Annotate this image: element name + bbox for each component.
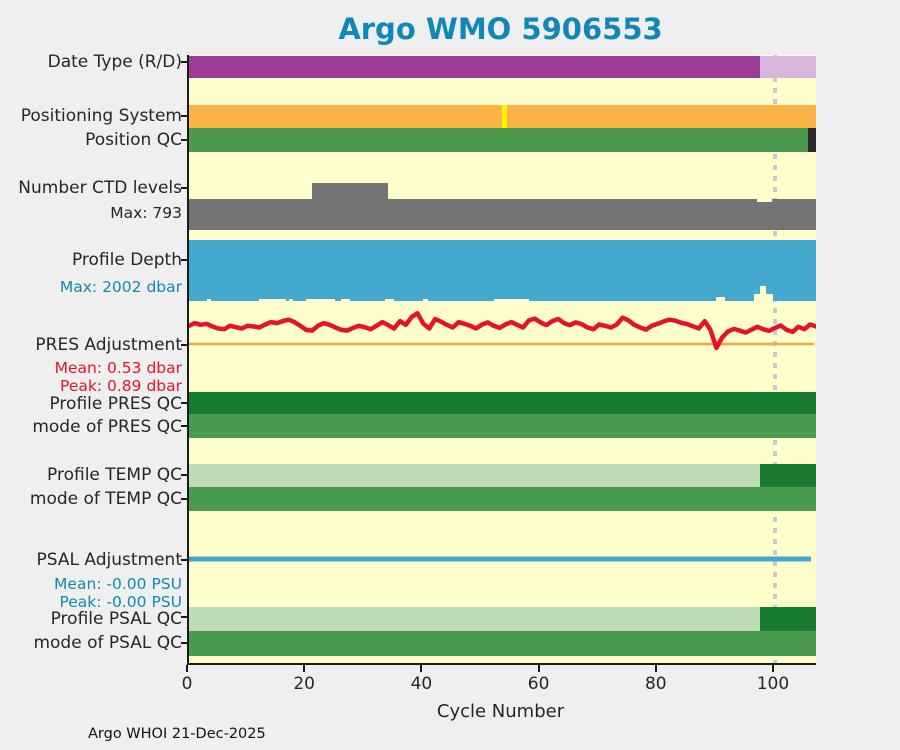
- profile-depth-bar: [288, 240, 294, 300]
- x-tick: [303, 665, 306, 672]
- row-label-pres-adjustment: PRES Adjustment: [35, 335, 182, 355]
- ctd-levels-bar: [312, 183, 389, 230]
- y-tick: [181, 616, 187, 618]
- positioning_system-bar: [501, 105, 508, 128]
- profile_temp_qc-bar: [760, 464, 816, 487]
- y-tick: [181, 474, 187, 476]
- profile-depth-bar: [428, 240, 494, 301]
- profile-depth-bar: [765, 240, 773, 294]
- row-label-mode-pres-qc: mode of PRES QC: [32, 417, 182, 437]
- profile-depth-bar: [385, 240, 395, 299]
- y-tick: [181, 115, 187, 117]
- row-label-profile-psal-qc: Profile PSAL QC: [50, 609, 182, 629]
- y-tick: [181, 425, 187, 427]
- profile-depth-bar: [350, 240, 386, 301]
- row-label-ctd-levels: Number CTD levels: [18, 178, 182, 198]
- date_type-bar: [189, 56, 761, 78]
- x-tick-label: 60: [527, 674, 550, 694]
- ctd-levels-bar: [757, 201, 773, 230]
- profile-depth-bar: [716, 240, 726, 297]
- profile-depth-bar: [772, 240, 816, 301]
- psal-mean-label: Mean: -0.00 PSU: [54, 575, 182, 593]
- row-label-profile-temp-qc: Profile TEMP QC: [47, 465, 182, 485]
- pres-mean-label: Mean: 0.53 dbar: [54, 359, 182, 377]
- profile-depth-bar: [528, 240, 717, 301]
- row-label-mode-psal-qc: mode of PSAL QC: [33, 633, 182, 653]
- plot-area: [187, 55, 816, 665]
- profile-depth-bar: [759, 240, 766, 286]
- profile-depth-bar: [523, 240, 529, 300]
- profile-depth-bar: [394, 240, 424, 301]
- row-label-position-qc: Position QC: [85, 130, 182, 150]
- date_type-bar: [760, 56, 816, 78]
- y-tick: [181, 187, 187, 189]
- x-tick: [420, 665, 423, 672]
- y-tick: [181, 61, 187, 63]
- marker-layer: [189, 55, 816, 663]
- profile-depth-bar: [493, 240, 523, 299]
- cycle-100-marker-line: [772, 55, 777, 663]
- x-tick-label: 0: [181, 674, 193, 694]
- pres-peak-label: Peak: 0.89 dbar: [60, 377, 182, 395]
- profile-depth-bar: [335, 240, 342, 301]
- x-tick: [186, 665, 188, 672]
- mode_temp_qc-bar: [189, 487, 816, 511]
- x-tick-label: 20: [293, 674, 315, 694]
- row-label-positioning: Positioning System: [20, 106, 182, 126]
- profile-depth-bar: [189, 240, 207, 301]
- profile-depth-bar: [341, 240, 351, 300]
- ctd-levels-bar: [189, 199, 313, 230]
- x-tick-label: 40: [410, 674, 433, 694]
- row-label-psal-adjustment: PSAL Adjustment: [36, 550, 182, 570]
- x-axis-title: Cycle Number: [436, 701, 565, 722]
- x-tick-label: 80: [644, 674, 667, 694]
- profile-depth-bar: [206, 240, 212, 300]
- row-label-profile-depth: Profile Depth: [71, 250, 182, 270]
- x-tick-label: 100: [756, 674, 790, 694]
- profile_psal_qc-bar: [760, 607, 816, 631]
- figure-footer: Argo WHOI 21-Dec-2025: [88, 726, 266, 742]
- profile_psal_qc-bar: [189, 607, 761, 631]
- mode_pres_qc-bar: [189, 414, 816, 438]
- profile-depth-bar: [754, 240, 760, 294]
- profile-depth-bar: [306, 240, 336, 300]
- psal-peak-label: Peak: -0.00 PSU: [59, 593, 182, 611]
- row-label-date-type: Date Type (R/D): [47, 52, 182, 72]
- y-tick: [181, 498, 187, 500]
- ctd-max-label: Max: 793: [110, 204, 182, 222]
- profile-depth-bar: [725, 240, 755, 301]
- profile_temp_qc-bar: [189, 464, 761, 487]
- profile-depth-bar: [211, 240, 260, 301]
- position_qc-bar: [808, 128, 816, 152]
- profile_pres_qc-bar: [189, 392, 816, 414]
- x-tick: [771, 665, 774, 672]
- y-tick: [181, 259, 187, 261]
- ctd-levels-bar: [388, 199, 758, 230]
- profile-depth-bar: [285, 240, 289, 301]
- row-label-profile-pres-qc: Profile PRES QC: [49, 394, 182, 414]
- position_qc-bar: [189, 128, 809, 152]
- row-label-mode-temp-qc: mode of TEMP QC: [29, 489, 182, 509]
- y-tick: [181, 344, 187, 346]
- page-title: Argo WMO 5906553: [338, 12, 663, 46]
- bars-layer: [189, 55, 816, 663]
- mode_psal_qc-bar: [189, 631, 816, 656]
- x-tick: [537, 665, 540, 672]
- profile-depth-bar: [259, 240, 286, 299]
- ctd-levels-bar: [772, 199, 816, 230]
- y-tick: [181, 139, 187, 141]
- x-tick: [654, 665, 657, 672]
- depth-max-label: Max: 2002 dbar: [59, 278, 182, 296]
- profile-depth-bar: [423, 240, 429, 300]
- y-tick: [181, 559, 187, 561]
- y-tick: [181, 642, 187, 644]
- y-tick: [181, 402, 187, 404]
- profile-depth-bar: [293, 240, 307, 301]
